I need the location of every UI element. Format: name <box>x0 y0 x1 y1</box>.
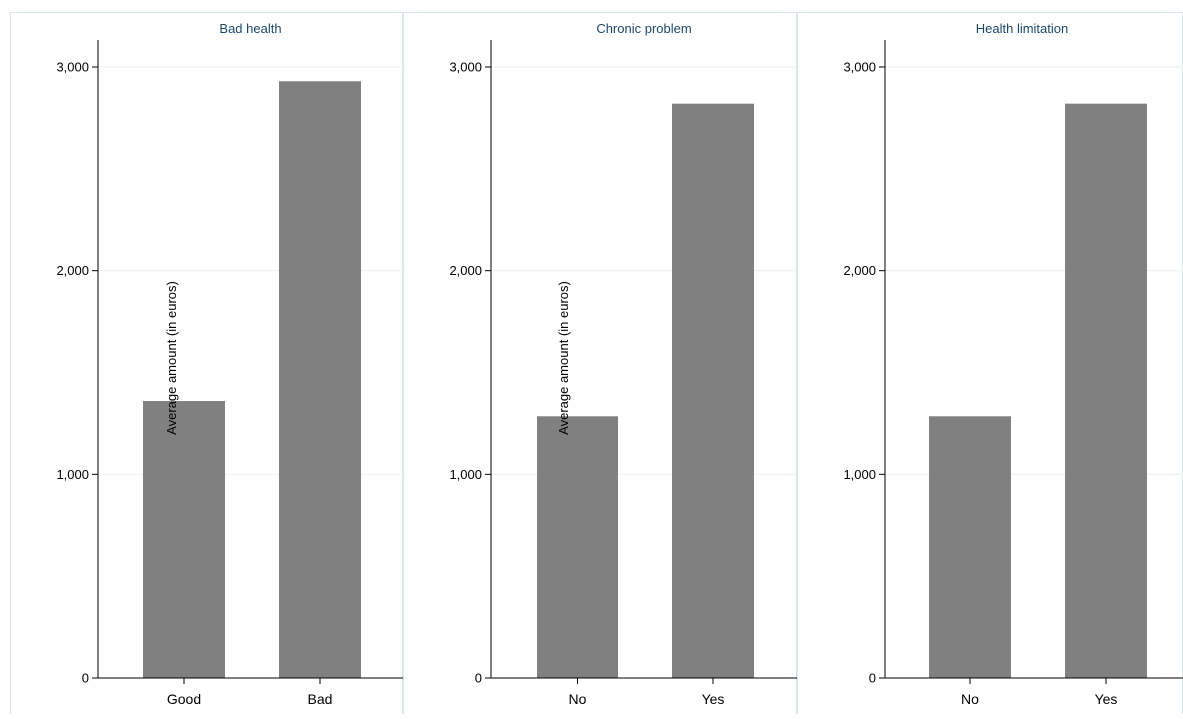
panel-title: Chronic problem <box>596 21 691 36</box>
y-tick-label: 1,000 <box>56 467 89 482</box>
x-tick-label: No <box>961 691 979 707</box>
y-tick-label: 2,000 <box>843 263 876 278</box>
bar <box>672 103 754 678</box>
bar <box>929 416 1011 678</box>
y-tick-label: 0 <box>475 671 482 686</box>
y-tick-label: 1,000 <box>843 467 876 482</box>
bar <box>143 401 225 678</box>
y-tick-label: 3,000 <box>843 60 876 75</box>
y-tick-label: 3,000 <box>56 60 89 75</box>
y-tick-label: 2,000 <box>56 263 89 278</box>
x-tick-label: Good <box>167 691 201 707</box>
y-axis-label: Average amount (in euros) <box>164 281 179 435</box>
y-tick-label: 3,000 <box>449 60 482 75</box>
x-tick-label: Bad <box>308 691 333 707</box>
y-tick-label: 0 <box>869 671 876 686</box>
bar <box>1065 103 1147 678</box>
bar <box>279 81 361 679</box>
panel-title: Health limitation <box>976 21 1069 36</box>
y-tick-label: 0 <box>82 671 89 686</box>
x-tick-label: Yes <box>1095 691 1118 707</box>
y-axis-label: Average amount (in euros) <box>556 281 571 435</box>
y-tick-label: 1,000 <box>449 467 482 482</box>
x-tick-label: No <box>569 691 587 707</box>
bar <box>537 416 618 678</box>
panel-title: Bad health <box>219 21 281 36</box>
y-tick-label: 2,000 <box>449 263 482 278</box>
x-tick-label: Yes <box>702 691 725 707</box>
